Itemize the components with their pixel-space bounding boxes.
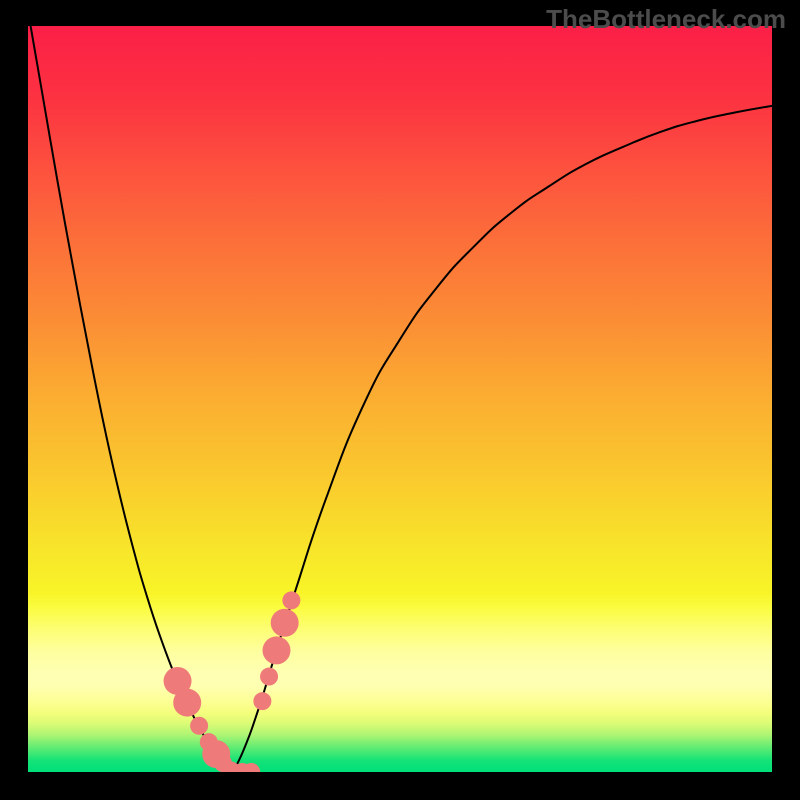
data-marker — [271, 609, 299, 637]
plot-area — [28, 26, 772, 772]
curve-layer — [28, 26, 772, 772]
v-curve — [28, 26, 772, 772]
data-marker — [173, 689, 201, 717]
data-marker — [262, 636, 290, 664]
data-marker — [253, 692, 271, 710]
data-marker — [190, 717, 208, 735]
chart-container: TheBottleneck.com — [0, 0, 800, 800]
data-marker — [282, 591, 300, 609]
data-marker — [260, 668, 278, 686]
watermark-text: TheBottleneck.com — [546, 4, 786, 35]
marker-group — [164, 591, 301, 772]
